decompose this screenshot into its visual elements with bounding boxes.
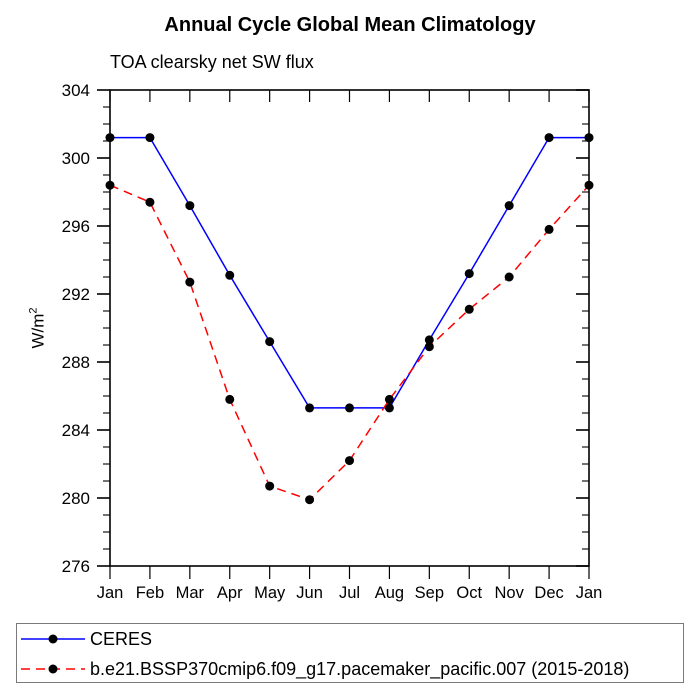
- legend-marker-icon: [48, 664, 58, 674]
- data-point-marker: [265, 337, 275, 347]
- data-point-marker: [305, 403, 315, 413]
- x-tick-label: Aug: [375, 584, 404, 602]
- series-line-ceres: [110, 136, 589, 409]
- data-point-marker: [464, 269, 474, 279]
- y-tick-label: 300: [62, 149, 90, 168]
- data-point-marker: [504, 201, 514, 211]
- data-point-marker: [345, 403, 354, 413]
- data-point-marker: [185, 277, 195, 287]
- data-point-marker: [584, 133, 594, 143]
- data-point-marker: [225, 270, 235, 280]
- y-tick-label: 296: [62, 217, 90, 236]
- data-point-marker: [424, 335, 434, 345]
- x-tick-label: Oct: [456, 584, 482, 602]
- x-tick-label: Sep: [415, 584, 444, 602]
- data-point-marker: [225, 394, 235, 404]
- data-point-marker: [105, 133, 115, 143]
- x-tick-label: Feb: [136, 584, 164, 602]
- x-tick-label: Apr: [217, 584, 243, 602]
- y-axis: 276 280 284 288 292 296 300 304: [62, 81, 589, 576]
- data-point-marker: [504, 272, 514, 282]
- data-point-marker: [464, 304, 474, 314]
- data-point-marker: [145, 133, 155, 143]
- data-point-marker: [185, 201, 195, 211]
- model-line-sample-icon: [21, 664, 85, 674]
- data-point-marker: [424, 342, 434, 352]
- y-tick-label: 284: [62, 421, 90, 440]
- data-point-marker: [544, 133, 554, 143]
- data-point-marker: [265, 481, 275, 491]
- x-tick-label: Jul: [339, 584, 360, 602]
- data-point-marker: [384, 403, 394, 413]
- series-line-model: [109, 184, 590, 501]
- legend-marker-icon: [48, 634, 58, 644]
- legend: CERES b.e21.BSSP370cmip6.f09_g17.pacemak…: [16, 623, 684, 683]
- legend-row-ceres: CERES: [17, 624, 683, 654]
- y-tick-label: 292: [62, 285, 90, 304]
- data-point-marker: [145, 197, 155, 207]
- y-tick-label: 280: [62, 489, 90, 508]
- x-tick-label: Jan: [97, 584, 124, 602]
- data-point-marker: [544, 224, 554, 234]
- x-tick-label: Dec: [534, 584, 563, 602]
- x-tick-label: Mar: [176, 584, 205, 602]
- x-tick-label: May: [254, 584, 286, 602]
- legend-row-model: b.e21.BSSP370cmip6.f09_g17.pacemaker_pac…: [17, 654, 683, 684]
- chart-subtitle: TOA clearsky net SW flux: [110, 52, 314, 72]
- y-tick-label: 276: [62, 557, 90, 576]
- legend-label-ceres: CERES: [90, 628, 153, 649]
- data-point-marker: [105, 180, 115, 190]
- x-tick-label: Jun: [296, 584, 323, 602]
- data-point-marker: [345, 456, 354, 466]
- x-axis: Jan Feb Mar Apr May Jun Jul Aug Sep Oct Nov Dec Jan: [97, 90, 603, 602]
- legend-label-model: b.e21.BSSP370cmip6.f09_g17.pacemaker_pac…: [90, 658, 630, 679]
- y-tick-label: 288: [62, 353, 90, 372]
- plot-frame: [109, 89, 590, 567]
- data-point-marker: [384, 394, 394, 404]
- x-tick-label: Jan: [576, 584, 603, 602]
- ceres-line-sample-icon: [21, 634, 85, 644]
- chart-title: Annual Cycle Global Mean Climatology: [164, 14, 536, 36]
- y-tick-label: 304: [62, 81, 90, 100]
- x-tick-label: Nov: [494, 584, 524, 602]
- data-point-marker: [584, 180, 594, 190]
- data-point-marker: [305, 495, 315, 505]
